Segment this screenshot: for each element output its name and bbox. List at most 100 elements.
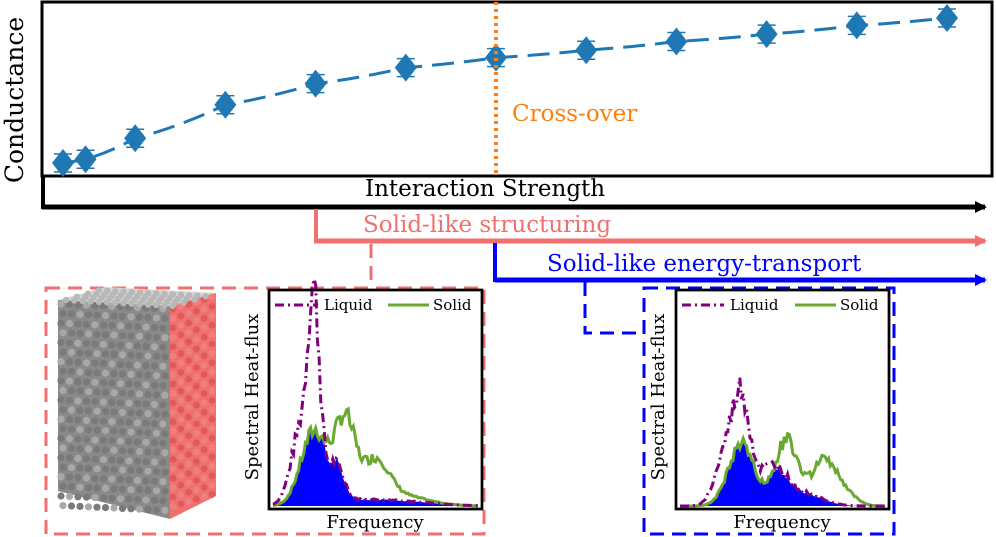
atom [185, 310, 193, 317]
atom [135, 448, 144, 456]
atom [142, 496, 150, 504]
atom [208, 425, 216, 432]
atom [82, 436, 91, 444]
atom [74, 301, 82, 309]
atom [135, 486, 144, 494]
atom [101, 427, 110, 435]
atom [118, 332, 127, 340]
atom [208, 472, 216, 479]
atom [177, 434, 185, 442]
atom [110, 504, 118, 512]
atom [101, 504, 110, 512]
atom [177, 350, 185, 357]
atom [57, 396, 65, 404]
atom [84, 330, 93, 338]
atom [200, 446, 208, 454]
atom [200, 390, 208, 397]
atom [142, 438, 150, 446]
atom [169, 503, 177, 510]
atom [177, 291, 185, 299]
atom [169, 465, 177, 473]
atom [136, 289, 144, 296]
atom [84, 426, 93, 434]
atom [169, 352, 177, 360]
atom [74, 454, 82, 462]
atom [116, 456, 125, 464]
atom [169, 427, 177, 435]
atom [116, 476, 125, 484]
atom [116, 360, 125, 368]
atom [84, 464, 93, 472]
energy-transport-label: Solid-like energy-transport [547, 251, 862, 277]
atom [125, 418, 133, 426]
atom [159, 497, 167, 505]
atom [65, 377, 74, 385]
atom [200, 427, 208, 435]
atom [169, 474, 177, 482]
atom [185, 329, 193, 336]
atom [84, 484, 93, 492]
left-legend: Liquid Solid [275, 296, 472, 314]
atom [74, 416, 82, 424]
atom [177, 425, 185, 433]
right-panel-border [642, 286, 896, 536]
atom [125, 476, 133, 484]
atom [116, 341, 125, 349]
atom [177, 444, 185, 451]
atom [200, 305, 208, 313]
atom [159, 324, 167, 332]
atom [200, 361, 208, 369]
atom [150, 477, 159, 485]
atom [127, 313, 135, 321]
atom [67, 387, 76, 395]
atom [110, 312, 118, 320]
atom [120, 288, 127, 295]
atom [200, 474, 208, 482]
atom [177, 322, 185, 329]
atom [193, 345, 200, 353]
atom [125, 342, 133, 350]
atom [82, 378, 91, 386]
atom [65, 358, 74, 366]
atom [161, 468, 169, 476]
crossover-label: Cross-over [512, 101, 637, 127]
atom [185, 357, 193, 364]
atom [150, 439, 159, 447]
atom [200, 333, 208, 341]
atom [133, 419, 142, 427]
atom [177, 331, 185, 339]
atom [193, 477, 200, 484]
atom [159, 439, 167, 447]
atom [67, 348, 76, 356]
atom [208, 368, 216, 376]
atom [99, 321, 108, 329]
atom [65, 416, 74, 424]
atom [193, 467, 200, 475]
atom [59, 348, 67, 356]
atom [91, 474, 99, 482]
atom [116, 322, 125, 330]
atom [144, 467, 152, 475]
atom [67, 444, 76, 452]
atom [116, 495, 125, 503]
right-spectrum-chart: Liquid Solid Spectral Heat-flux Frequenc… [648, 288, 891, 533]
atom [59, 444, 67, 452]
atom [185, 347, 193, 355]
atom [125, 361, 133, 369]
atom [208, 359, 216, 367]
atom [74, 339, 82, 347]
atom [177, 481, 185, 489]
atom [193, 486, 200, 494]
atom [76, 406, 84, 414]
atom [208, 312, 216, 320]
atom [118, 389, 127, 397]
atom [200, 418, 208, 425]
atom [108, 475, 116, 483]
atom [57, 300, 65, 308]
atom [99, 494, 108, 502]
atom [101, 465, 110, 473]
energy-transport-arrow: Solid-like energy-transport [493, 243, 987, 286]
atom [84, 368, 93, 376]
atom [76, 426, 84, 434]
atom [116, 437, 125, 445]
